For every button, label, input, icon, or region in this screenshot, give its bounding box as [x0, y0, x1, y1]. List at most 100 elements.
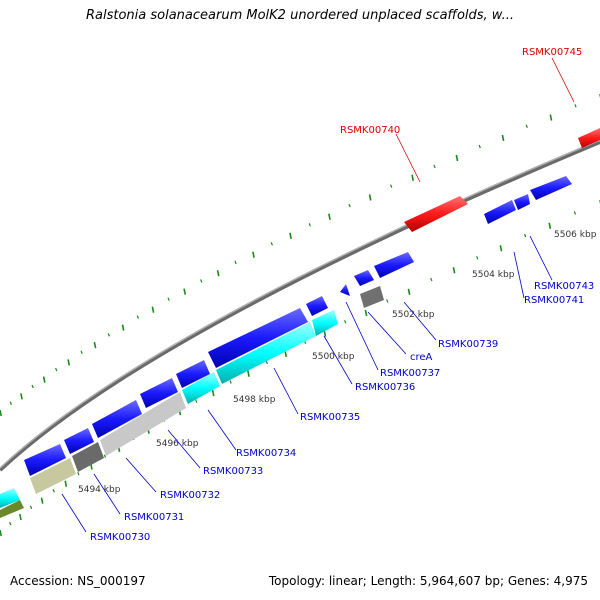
gene-rsmk00734-a[interactable]	[176, 360, 210, 388]
scale-tick	[476, 256, 479, 260]
scale-tick	[0, 409, 2, 417]
scale-tick	[270, 242, 273, 246]
gene-label[interactable]: RSMK00737	[380, 368, 440, 379]
gene-rsmk00731-a[interactable]	[64, 428, 94, 454]
scale-tick	[573, 211, 577, 215]
scale-label: 5502 kbp	[392, 310, 435, 320]
gene-label[interactable]: RSMK00745	[522, 47, 582, 58]
gene-edge-olive[interactable]	[0, 500, 24, 518]
gene-label[interactable]: creA	[410, 352, 433, 363]
scale-tick	[328, 213, 331, 220]
gene-crea[interactable]	[374, 252, 414, 278]
scale-tick	[549, 114, 553, 121]
scale-label: 5494 kbp	[78, 485, 121, 495]
gene-rsmk00732-a[interactable]	[92, 400, 142, 438]
scale-tick	[42, 376, 46, 383]
scale-tick	[19, 513, 22, 521]
scale-tick	[364, 309, 368, 317]
forward-strand-genes	[24, 128, 600, 476]
scale-tick	[40, 497, 44, 504]
gene-rsmk00734-rev[interactable]	[216, 322, 316, 384]
gene-label[interactable]: RSMK00735	[300, 412, 360, 423]
scale-tick	[433, 164, 436, 169]
scale-tick	[195, 399, 198, 403]
scale-tick	[229, 380, 232, 384]
scale-tick	[183, 288, 187, 295]
scale-tick	[9, 521, 12, 526]
scale-tick	[247, 370, 250, 377]
gene-rsmk00739[interactable]	[360, 286, 384, 308]
leader-lines	[61, 235, 553, 533]
scale-tick	[136, 315, 139, 319]
gene-label[interactable]: RSMK00739	[438, 339, 498, 350]
scale-tick	[103, 454, 107, 458]
scale-tick	[478, 144, 481, 149]
scale-tick	[31, 384, 34, 389]
scale-tick	[525, 124, 528, 129]
scale-tick	[77, 471, 80, 476]
scale-label: 5500 kbp	[312, 352, 355, 362]
scale-tick	[55, 367, 58, 372]
scale-tick	[284, 350, 288, 358]
accession-text: Accession: NS_000197	[10, 574, 146, 588]
scale-tick	[9, 401, 12, 405]
gene-label[interactable]: RSMK00736	[355, 382, 415, 393]
gene-label[interactable]: RSMK00731	[124, 512, 184, 523]
scale-tick	[200, 279, 203, 283]
leader-lines-red	[395, 57, 575, 183]
scale-tick	[344, 320, 347, 324]
gene-rsmk00731-rev[interactable]	[72, 442, 104, 472]
gene-rsmk00733-a[interactable]	[140, 378, 178, 408]
gene-rsmk00743[interactable]	[514, 194, 530, 210]
gene-label[interactable]: RSMK00740	[340, 125, 400, 136]
scale-tick	[93, 341, 97, 349]
map-title: Ralstonia solanacearum MolK2 unordered u…	[85, 8, 514, 23]
sequence-backbone	[0, 140, 600, 472]
scale-labels: 5494 kbp 5496 kbp 5498 kbp 5500 kbp 5502…	[78, 230, 597, 495]
scale-tick	[499, 245, 503, 252]
scale-tick	[234, 260, 237, 265]
scale-tick	[20, 393, 23, 400]
scale-tick	[308, 223, 311, 227]
scale-tick	[390, 184, 393, 188]
genome-summary-text: Topology: linear; Length: 5,964,607 bp; …	[268, 574, 588, 588]
scale-tick	[430, 277, 433, 282]
scale-tick	[64, 480, 68, 487]
gene-label[interactable]: RSMK00733	[203, 466, 263, 477]
gene-rsmk00736[interactable]	[340, 284, 350, 296]
gene-label[interactable]: RSMK00743	[534, 281, 594, 292]
gene-rsmk00730-rev[interactable]	[30, 458, 76, 494]
gene-rsmk00735-rev[interactable]	[312, 310, 338, 336]
scale-label: 5498 kbp	[233, 395, 276, 405]
scale-tick	[455, 154, 459, 162]
scale-tick	[29, 505, 33, 510]
scale-tick	[151, 306, 155, 313]
gene-rsmk00745[interactable]	[578, 128, 600, 148]
gene-rsmk00735-a[interactable]	[306, 296, 328, 316]
gene-rsmk00737[interactable]	[354, 270, 374, 286]
scale-tick	[80, 350, 83, 355]
gene-edge-cyan[interactable]	[0, 488, 20, 508]
scale-tick	[107, 333, 110, 337]
gene-rsmk00743b[interactable]	[530, 176, 572, 200]
scale-label: 5504 kbp	[472, 270, 515, 280]
scale-tick	[216, 270, 220, 277]
scale-tick	[121, 324, 125, 331]
scale-tick	[265, 360, 269, 365]
gene-rsmk00733-rev[interactable]	[182, 372, 220, 404]
scale-tick	[289, 232, 292, 239]
gene-rsmk00730-a[interactable]	[24, 444, 66, 476]
gene-labels: RSMK00730 RSMK00731 RSMK00732 RSMK00733 …	[90, 47, 594, 543]
scale-tick	[167, 297, 170, 301]
gene-label[interactable]: RSMK00732	[160, 490, 220, 501]
gene-rsmk00732-rev[interactable]	[100, 392, 186, 456]
gene-rsmk00741[interactable]	[484, 200, 516, 224]
gene-rsmk00740[interactable]	[404, 196, 468, 232]
gene-label[interactable]: RSMK00741	[524, 295, 584, 306]
gene-label[interactable]: RSMK00730	[90, 532, 150, 543]
gene-label[interactable]: RSMK00734	[236, 448, 296, 459]
reverse-strand-genes	[0, 286, 384, 518]
scale-tick	[368, 194, 372, 201]
gene-rsmk00735-b[interactable]	[208, 308, 308, 368]
